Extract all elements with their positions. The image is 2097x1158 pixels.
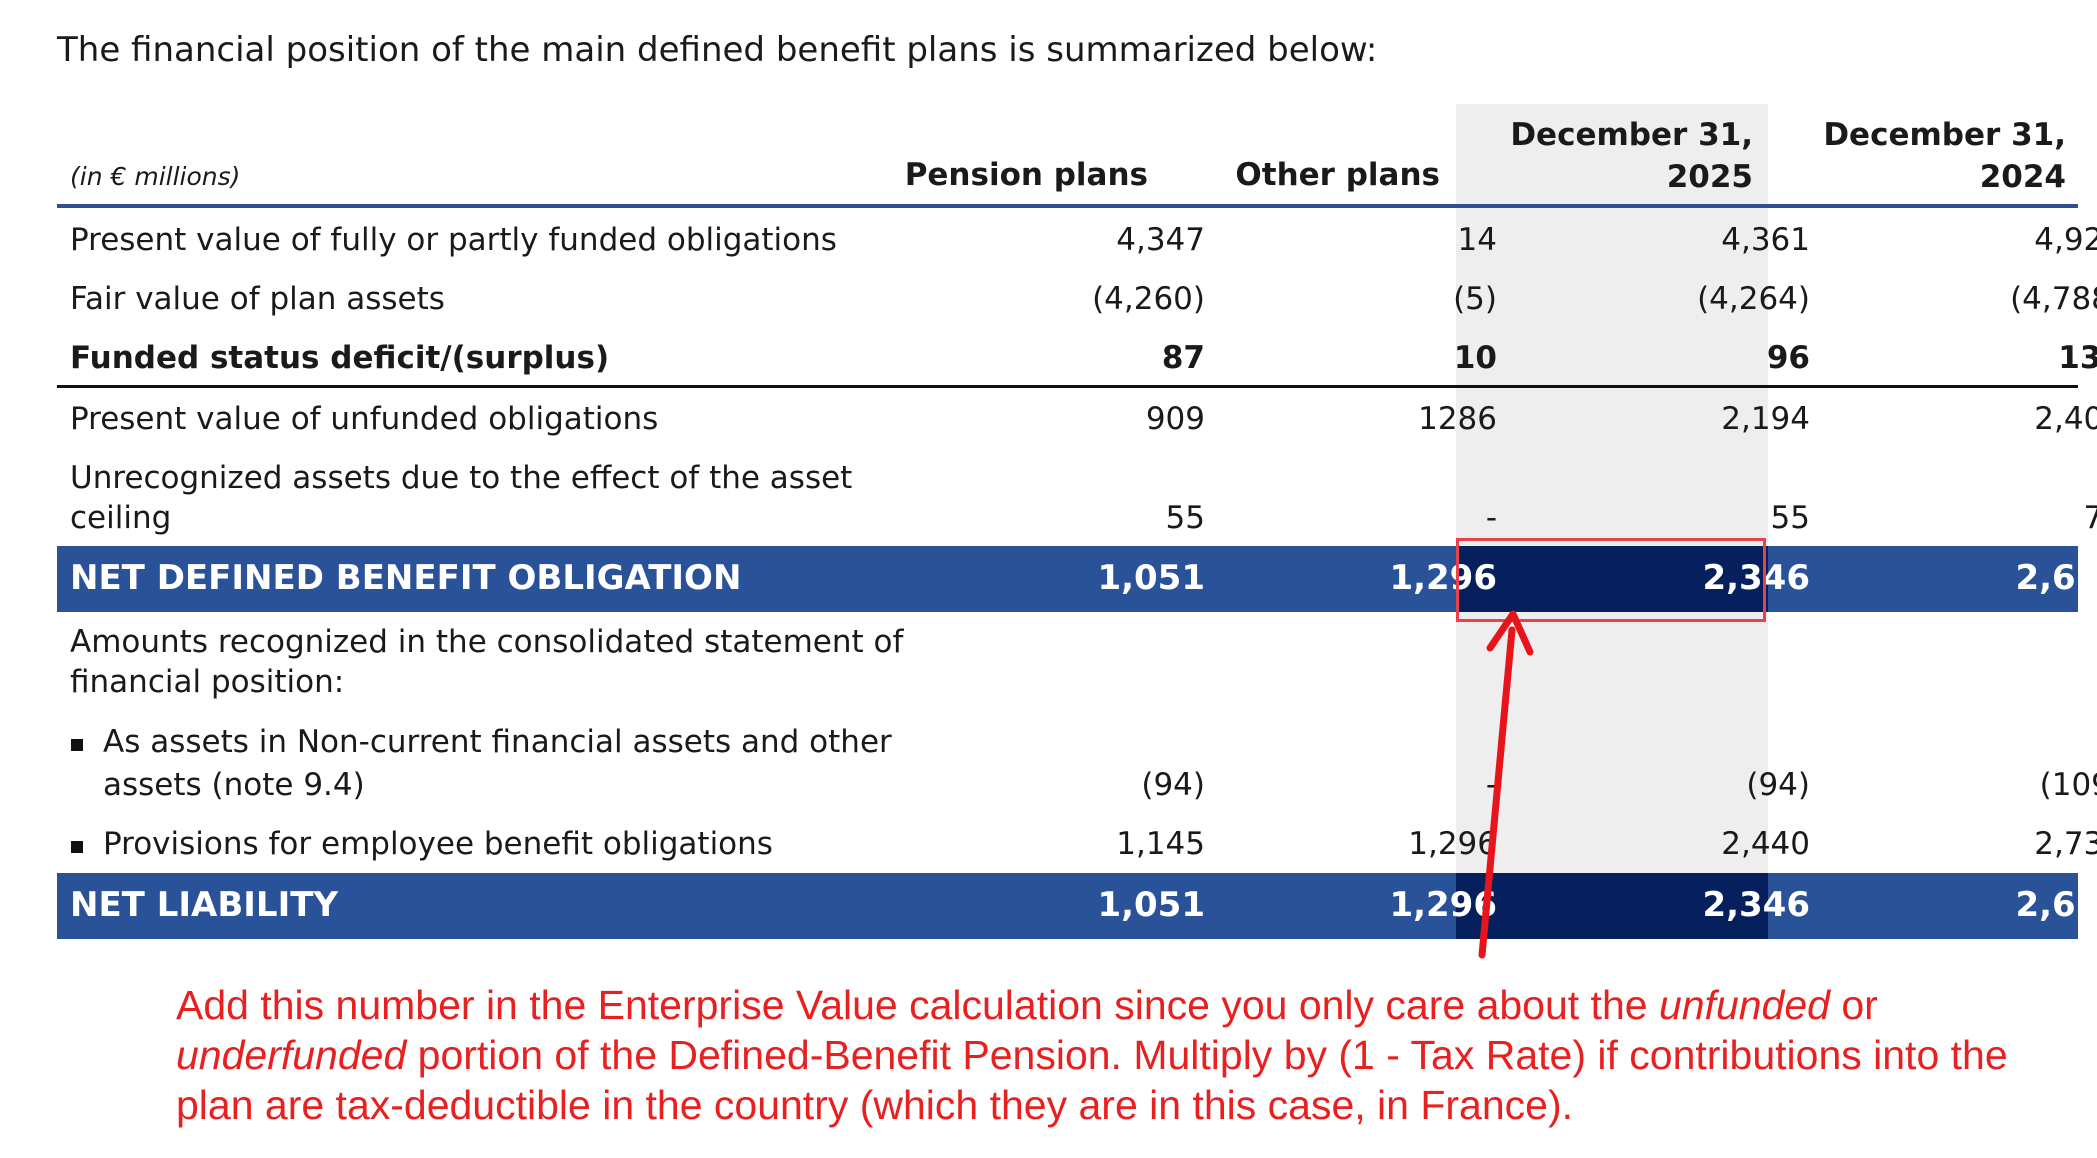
row-label-line2: ceiling <box>70 500 172 536</box>
row-label-line1: Unrecognized assets due to the effect of… <box>70 460 853 496</box>
table-row: Unrecognized assets due to the effect of… <box>57 460 2097 540</box>
cell-pension: 4,347 <box>1116 222 1205 258</box>
bullet-icon <box>71 841 83 853</box>
row-label: Funded status deficit/(surplus) <box>70 340 610 376</box>
cell-pension: 55 <box>1165 500 1205 536</box>
subtotal-rule <box>57 385 2078 388</box>
cell-pension: 909 <box>1145 401 1205 437</box>
highlight-box <box>1456 538 1766 622</box>
section-label-line2: financial position: <box>70 664 345 700</box>
bullet-icon <box>71 739 83 751</box>
net-dbo-band: NET DEFINED BENEFIT OBLIGATION 1,051 1,2… <box>57 546 2097 612</box>
net-liability-band: NET LIABILITY 1,051 1,296 2,346 2,621 <box>57 873 2097 939</box>
cell-other: - <box>1485 767 1497 803</box>
unit-label: (in € millions) <box>70 162 241 191</box>
cell-dec2024: (109) <box>2039 767 2097 803</box>
cell-dec2024: 75 <box>2083 500 2097 536</box>
cell-dec2025: (94) <box>1746 767 1810 803</box>
note-part2: or <box>1829 982 1878 1028</box>
note-part3: portion of the Defined-Benefit Pension. … <box>176 1032 2008 1128</box>
header-rule <box>57 204 2078 208</box>
header-dec2025-line1: December 31, <box>1510 117 1753 153</box>
header-dec2025-line2: 2025 <box>1666 159 1753 195</box>
cell-dec2025: (4,264) <box>1697 281 1810 317</box>
cell-dec2024: 2,407 <box>2034 401 2097 437</box>
cell-dec2024: 2,730 <box>2034 826 2097 862</box>
cell-dec2024: 2,621 <box>2015 558 2097 598</box>
row-label: Fair value of plan assets <box>70 281 445 317</box>
header-dec2024-line2: 2024 <box>1979 159 2066 195</box>
header-dec2025: December 31, 2025 <box>1510 114 1753 198</box>
arrow-head <box>1486 610 1534 656</box>
row-label: NET LIABILITY <box>70 885 339 925</box>
cell-other: 1286 <box>1418 401 1497 437</box>
cell-dec2024: 4,927 <box>2034 222 2097 258</box>
cell-pension: 87 <box>1161 340 1205 376</box>
section-label-line1: Amounts recognized in the consolidated s… <box>70 624 904 660</box>
header-dec2024-line1: December 31, <box>1823 117 2066 153</box>
cell-dec2025: 55 <box>1770 500 1810 536</box>
cell-pension: 1,051 <box>1097 885 1205 925</box>
intro-text: The financial position of the main defin… <box>57 30 1378 70</box>
highlight-cell-bg <box>1456 873 1768 939</box>
cell-other: 14 <box>1457 222 1497 258</box>
highlight-cell-bg <box>1456 546 1768 612</box>
row-label: Provisions for employee benefit obligati… <box>103 826 773 862</box>
annotation-note: Add this number in the Enterprise Value … <box>176 980 2056 1130</box>
cell-dec2025: 2,346 <box>1702 885 1810 925</box>
cell-other: (5) <box>1453 281 1497 317</box>
note-italic2: underfunded <box>176 1032 407 1078</box>
cell-pension: 1,051 <box>1097 558 1205 598</box>
cell-pension: 1,145 <box>1116 826 1205 862</box>
cell-dec2024: (4,788) <box>2010 281 2097 317</box>
header-pension: Pension plans <box>904 157 1148 193</box>
cell-pension: (4,260) <box>1092 281 1205 317</box>
table-row: As assets in Non-current financial asset… <box>57 724 2097 806</box>
cell-dec2025: 2,194 <box>1721 401 1810 437</box>
cell-other: 1,296 <box>1389 558 1497 598</box>
cell-other: 1,296 <box>1389 885 1497 925</box>
row-label-line1: As assets in Non-current financial asset… <box>103 724 892 760</box>
note-italic1: unfunded <box>1658 982 1830 1028</box>
cell-other: 10 <box>1453 340 1497 376</box>
cell-dec2025: 4,361 <box>1721 222 1810 258</box>
cell-dec2024: 139 <box>2058 340 2097 376</box>
header-other: Other plans <box>1235 157 1440 193</box>
arrow-shaft <box>1478 626 1516 959</box>
row-label-line2: assets (note 9.4) <box>103 767 365 803</box>
cell-dec2025: 96 <box>1766 340 1810 376</box>
cell-other: - <box>1485 500 1497 536</box>
cell-dec2025: 2,440 <box>1721 826 1810 862</box>
note-part1: Add this number in the Enterprise Value … <box>176 982 1659 1028</box>
row-label: Present value of fully or partly funded … <box>70 222 837 258</box>
row-label: NET DEFINED BENEFIT OBLIGATION <box>70 558 742 598</box>
current-year-column-shade <box>1456 104 1768 939</box>
row-label: Present value of unfunded obligations <box>70 401 659 437</box>
cell-dec2024: 2,621 <box>2015 885 2097 925</box>
cell-pension: (94) <box>1141 767 1205 803</box>
cell-dec2025: 2,346 <box>1702 558 1810 598</box>
header-dec2024: December 31, 2024 <box>1823 114 2066 198</box>
cell-other: 1,296 <box>1408 826 1497 862</box>
